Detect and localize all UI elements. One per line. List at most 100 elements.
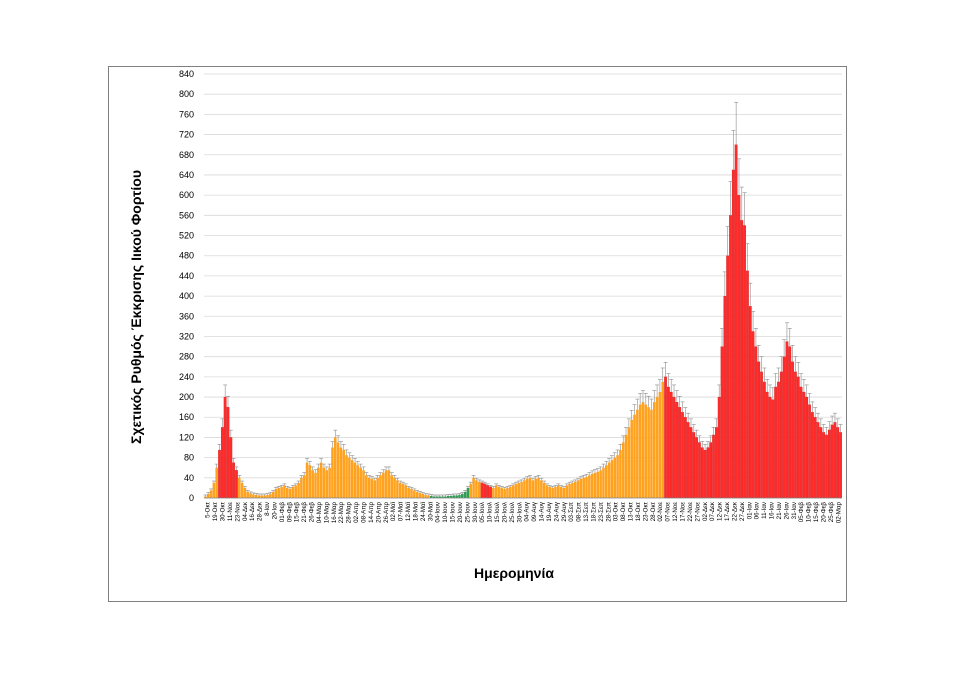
bar xyxy=(681,412,684,499)
bar xyxy=(345,455,348,498)
bar xyxy=(706,447,710,499)
bar xyxy=(517,482,521,498)
bar xyxy=(686,422,690,499)
bar xyxy=(393,477,396,498)
bar xyxy=(771,399,775,499)
bar xyxy=(542,482,546,498)
bar xyxy=(461,493,464,498)
x-tick-label: 12-Νοε xyxy=(672,502,679,522)
bar xyxy=(810,412,814,499)
x-tick-label: 12-Δεκ xyxy=(717,501,724,521)
bar xyxy=(486,485,490,499)
x-tick-label: 18-Σεπ xyxy=(590,502,597,522)
bar xyxy=(280,486,283,498)
bar xyxy=(528,477,532,498)
bar xyxy=(365,475,368,498)
bar xyxy=(689,427,693,499)
bar xyxy=(232,462,236,499)
bar xyxy=(466,487,470,498)
y-tick-label: 840 xyxy=(179,69,194,79)
x-axis-label: Ημερομηνία xyxy=(474,565,554,581)
bar xyxy=(317,467,320,498)
bar xyxy=(376,477,379,498)
bar xyxy=(760,371,763,499)
bar xyxy=(827,429,831,499)
bar xyxy=(658,392,662,498)
x-tick-label: 5-Οκτ xyxy=(205,501,212,517)
bar xyxy=(762,381,766,499)
bar xyxy=(350,460,354,498)
x-tick-label: 19-Οκτ xyxy=(212,501,219,521)
x-tick-label: 28-Σεπ xyxy=(605,502,612,522)
x-tick-label: 26-Φεβ xyxy=(309,502,316,523)
bar xyxy=(562,487,566,498)
x-tick-label: 05-Φεβ xyxy=(798,502,805,523)
error-bars xyxy=(203,101,843,497)
x-tick-label: 16-Μαρ xyxy=(331,502,338,524)
x-tick-label: 21-Ιαν xyxy=(776,502,783,519)
x-tick-label: 10-Φεβ xyxy=(806,502,813,523)
y-tick-label: 800 xyxy=(179,89,194,99)
bar xyxy=(698,442,701,499)
bar xyxy=(204,496,207,498)
bar xyxy=(286,487,289,498)
bar xyxy=(571,482,574,498)
x-tick-label: 11-Ιαν xyxy=(761,502,768,519)
bar xyxy=(593,472,597,498)
x-tick-label: 05-Ιουλ xyxy=(479,501,486,522)
bar xyxy=(449,495,453,498)
bar xyxy=(802,391,806,499)
y-tick-label: 680 xyxy=(179,150,194,160)
bar xyxy=(652,402,656,498)
x-tick-label: 25-Ιουν xyxy=(464,502,471,523)
bar xyxy=(503,488,506,498)
x-tick-label: 10-Ιουν xyxy=(442,502,449,523)
x-tick-label: 16-Ιαν xyxy=(769,502,776,519)
y-tick-label: 760 xyxy=(179,109,194,119)
bar xyxy=(494,485,498,498)
bar xyxy=(401,483,405,498)
x-tick-label: 20-Ιουν xyxy=(457,502,464,523)
bar xyxy=(509,486,512,498)
bar xyxy=(768,396,772,499)
bar xyxy=(252,494,255,498)
bar xyxy=(796,376,800,499)
bars xyxy=(204,144,842,499)
bar xyxy=(390,475,394,498)
bar xyxy=(588,475,591,498)
x-tick-label: 07-Νοε xyxy=(665,502,672,522)
x-tick-label: 10-Ιουλ xyxy=(487,501,494,522)
y-tick-label: 560 xyxy=(179,210,194,220)
bar xyxy=(418,492,422,498)
x-tick-label: 26-Ιαν xyxy=(783,502,790,519)
bar xyxy=(370,478,374,498)
bar xyxy=(311,470,314,498)
bar xyxy=(715,427,718,499)
x-tick-label: 08-Απρ xyxy=(361,502,368,523)
x-tick-label: 20-Φεβ xyxy=(820,502,827,523)
bar xyxy=(500,487,504,498)
x-tick-label: 28-Δεκ xyxy=(257,501,264,521)
bar xyxy=(799,386,803,499)
bar xyxy=(511,485,515,498)
x-tick-label: 19-Αυγ xyxy=(546,501,553,521)
bar xyxy=(573,481,577,498)
bar xyxy=(531,480,535,498)
bar xyxy=(348,457,351,498)
bar xyxy=(333,437,337,498)
x-tick-label: 20-Ιουλ xyxy=(501,501,508,522)
bar xyxy=(675,401,679,499)
x-tick-label: 24-Μαϊ xyxy=(420,501,427,521)
bar xyxy=(480,482,484,499)
x-tick-label: 15-Ιουν xyxy=(450,502,457,523)
bar xyxy=(664,376,667,499)
bar xyxy=(435,496,439,498)
x-tick-label: 22-Νοε xyxy=(687,502,694,522)
bar xyxy=(610,460,614,498)
bar xyxy=(534,478,537,498)
bar xyxy=(548,486,552,498)
bar xyxy=(353,462,357,498)
bar xyxy=(655,397,659,498)
bar xyxy=(748,306,752,499)
bar xyxy=(695,437,698,499)
